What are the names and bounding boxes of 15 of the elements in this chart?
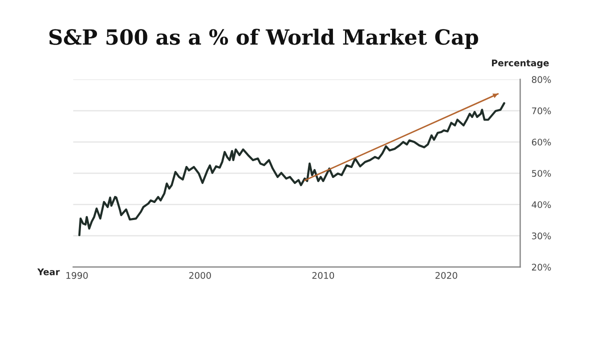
y-tick-label: 60%: [532, 138, 551, 146]
y-tick-label: 40%: [532, 201, 551, 208]
y-tick-label: 30%: [532, 232, 551, 240]
y-tick-label: 20%: [532, 264, 551, 271]
chart-title: S&P 500 as a % of World Market Cap: [49, 28, 478, 49]
x-tick-label: 2000: [189, 272, 211, 279]
y-tick-label: 70%: [532, 107, 551, 114]
line-series: [78, 102, 506, 236]
y-tick-label: 80%: [532, 76, 551, 83]
x-axis-title: Year: [37, 268, 60, 276]
x-tick-label: 2020: [435, 272, 458, 279]
y-axis-title: Percentage: [492, 60, 549, 68]
x-tick-label: 2010: [312, 272, 334, 279]
y-tick-label: 50%: [532, 170, 551, 177]
x-tick-label: 1990: [66, 272, 88, 279]
